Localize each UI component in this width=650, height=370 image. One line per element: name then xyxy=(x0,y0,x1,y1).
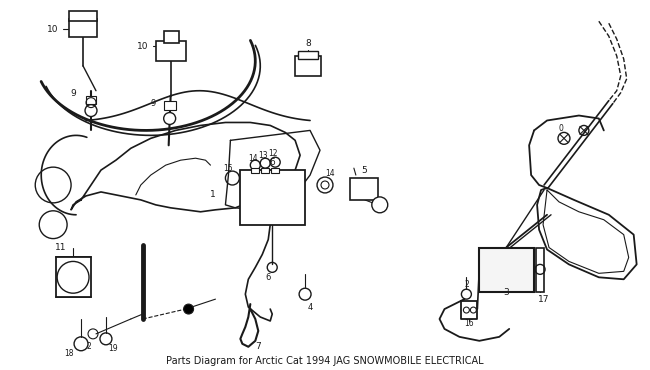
Text: 2: 2 xyxy=(464,280,469,289)
Bar xyxy=(536,248,544,292)
Bar xyxy=(156,41,186,61)
Text: 5: 5 xyxy=(361,166,367,175)
Bar xyxy=(240,170,305,225)
Text: 11: 11 xyxy=(55,243,67,252)
Bar xyxy=(164,31,179,43)
Circle shape xyxy=(183,304,194,314)
Text: 1: 1 xyxy=(209,191,215,199)
Bar xyxy=(261,168,269,173)
Text: 17: 17 xyxy=(538,295,550,304)
Text: 0: 0 xyxy=(558,124,564,133)
Text: 3: 3 xyxy=(503,288,509,297)
Bar xyxy=(350,178,378,200)
Text: 6: 6 xyxy=(269,158,275,166)
Bar xyxy=(271,168,280,173)
Text: 9: 9 xyxy=(150,99,155,108)
Text: 13: 13 xyxy=(259,151,268,160)
Bar xyxy=(56,258,91,297)
Text: 2: 2 xyxy=(86,342,92,351)
Text: 9: 9 xyxy=(70,89,76,98)
Text: 18: 18 xyxy=(64,349,74,358)
Bar xyxy=(298,51,318,59)
Text: 10: 10 xyxy=(137,41,149,51)
Text: 16: 16 xyxy=(465,319,474,329)
Text: 14: 14 xyxy=(325,169,335,178)
Text: 14: 14 xyxy=(248,154,258,163)
Circle shape xyxy=(85,105,97,117)
Text: 10: 10 xyxy=(47,25,59,34)
Circle shape xyxy=(372,197,388,213)
Text: 8: 8 xyxy=(306,38,311,48)
Bar xyxy=(479,248,534,292)
Bar xyxy=(69,11,97,21)
Text: 4: 4 xyxy=(307,303,313,312)
Bar xyxy=(86,96,96,104)
Bar xyxy=(252,168,259,173)
Circle shape xyxy=(164,112,176,124)
Text: 12: 12 xyxy=(268,149,278,158)
Text: 19: 19 xyxy=(108,344,118,353)
Text: 6: 6 xyxy=(266,273,271,282)
Bar xyxy=(69,19,97,37)
Text: 15: 15 xyxy=(224,164,233,173)
Text: 7: 7 xyxy=(255,342,261,351)
Bar xyxy=(295,56,321,76)
Bar xyxy=(164,101,176,110)
Text: Parts Diagram for Arctic Cat 1994 JAG SNOWMOBILE ELECTRICAL: Parts Diagram for Arctic Cat 1994 JAG SN… xyxy=(166,356,484,366)
